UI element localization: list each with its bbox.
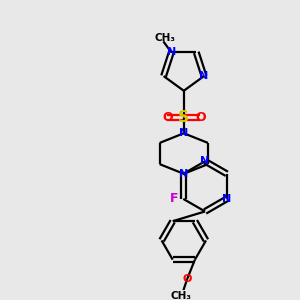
Text: O: O (162, 111, 173, 124)
Text: N: N (200, 71, 208, 81)
Text: CH₃: CH₃ (171, 291, 192, 300)
Text: F: F (169, 192, 178, 206)
Text: O: O (182, 274, 192, 284)
Text: N: N (179, 128, 188, 138)
Text: N: N (222, 194, 231, 204)
Text: CH₃: CH₃ (155, 32, 176, 43)
Text: N: N (200, 156, 210, 166)
Text: N: N (167, 47, 176, 57)
Text: N: N (179, 169, 188, 179)
Text: S: S (178, 110, 189, 125)
Text: O: O (195, 111, 206, 124)
